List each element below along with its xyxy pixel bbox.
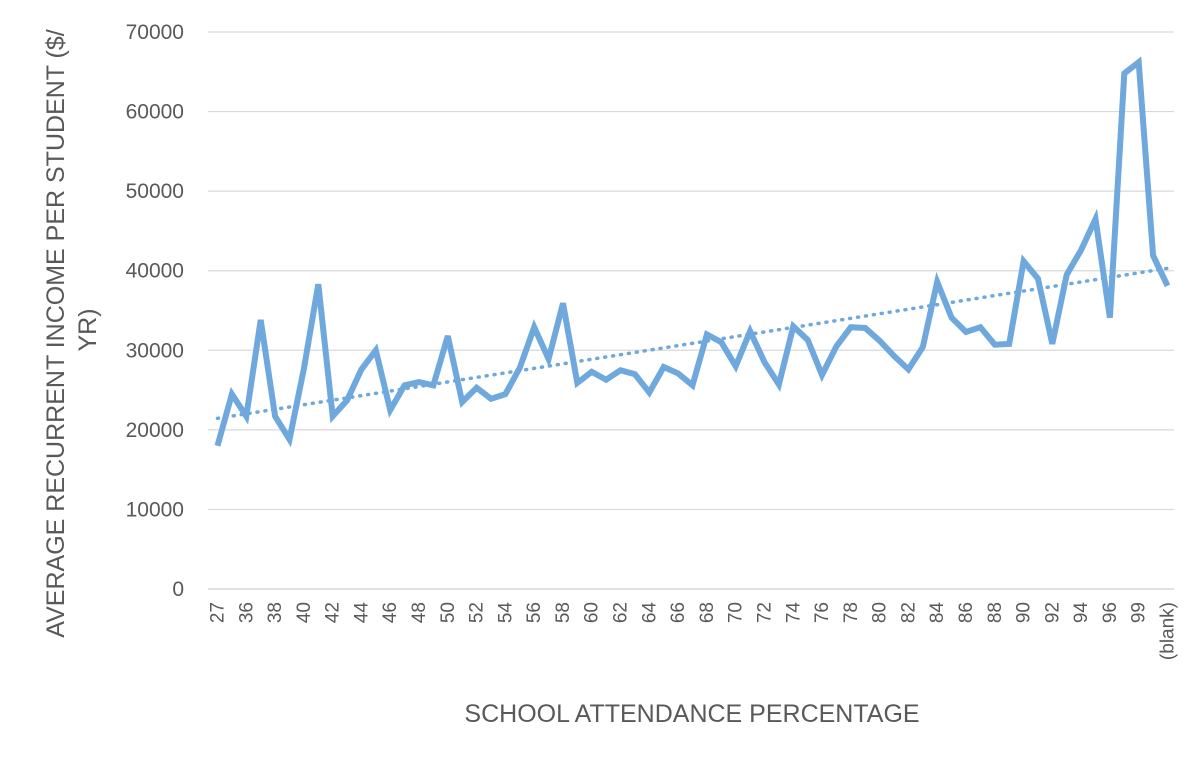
y-tick-label: 70000 — [126, 21, 184, 44]
x-tick-label: 96 — [1100, 602, 1121, 623]
trendline-group — [215, 266, 1170, 421]
y-tick-label: 50000 — [126, 180, 184, 203]
x-tick-label: 86 — [956, 602, 977, 623]
x-tick-label: 50 — [438, 602, 459, 623]
trendline — [215, 266, 1170, 421]
y-tick-label: 10000 — [126, 498, 184, 521]
x-tick-label: 68 — [697, 602, 718, 623]
y-tick-label: 20000 — [126, 419, 184, 442]
x-tick-label: 48 — [409, 602, 430, 623]
x-tick-label: 52 — [467, 602, 488, 623]
y-axis-title: AVERAGE RECURRENT INCOME PER STUDENT ($/… — [42, 22, 102, 637]
y-axis-ticks: 0 10000 20000 30000 40000 50000 60000 70000 — [126, 21, 184, 601]
x-tick-label: 92 — [1042, 602, 1063, 623]
x-tick-label: 72 — [754, 602, 775, 623]
x-axis-title: SCHOOL ATTENDANCE PERCENTAGE — [464, 700, 919, 728]
x-tick-label: 80 — [870, 602, 891, 623]
y-axis-title-line-1: AVERAGE RECURRENT INCOME PER STUDENT ($/ — [42, 29, 70, 637]
x-tick-label: 76 — [812, 602, 833, 623]
x-tick-label: 99 — [1129, 602, 1150, 623]
y-tick-label: 60000 — [126, 101, 184, 124]
x-tick-label: (blank) — [1158, 602, 1179, 660]
x-tick-label: 27 — [208, 602, 229, 623]
x-tick-label: 64 — [639, 602, 660, 624]
series-line — [214, 56, 1171, 448]
x-tick-label: 44 — [351, 602, 372, 624]
x-tick-label: 58 — [553, 602, 574, 623]
x-tick-label: 40 — [294, 602, 315, 623]
x-tick-label: 78 — [841, 602, 862, 623]
x-tick-label: 60 — [582, 602, 603, 623]
x-tick-label: 90 — [1014, 602, 1035, 623]
y-axis-title-line-2: YR) — [74, 308, 102, 351]
x-tick-label: 46 — [380, 602, 401, 623]
y-tick-label: 0 — [172, 578, 184, 601]
x-tick-label: 38 — [265, 602, 286, 623]
y-tick-label: 40000 — [126, 260, 184, 283]
y-tick-label: 30000 — [126, 339, 184, 362]
x-tick-label: 82 — [898, 602, 919, 623]
x-tick-label: 62 — [611, 602, 632, 623]
x-tick-label: 42 — [323, 602, 344, 623]
x-axis-ticks: 27 36 38 40 42 44 46 48 50 52 54 56 58 60 62 64 66 68 70 72… — [208, 602, 1179, 661]
x-tick-label: 94 — [1071, 602, 1092, 624]
x-tick-label: 36 — [236, 602, 257, 623]
x-tick-label: 84 — [927, 602, 948, 624]
x-tick-label: 66 — [668, 602, 689, 623]
x-tick-label: 56 — [524, 602, 545, 623]
x-tick-label: 70 — [726, 602, 747, 623]
x-tick-label: 54 — [495, 602, 516, 624]
x-tick-label: 88 — [985, 602, 1006, 623]
gridlines — [208, 31, 1174, 590]
x-tick-label: 74 — [783, 602, 804, 624]
series-group — [214, 56, 1171, 448]
